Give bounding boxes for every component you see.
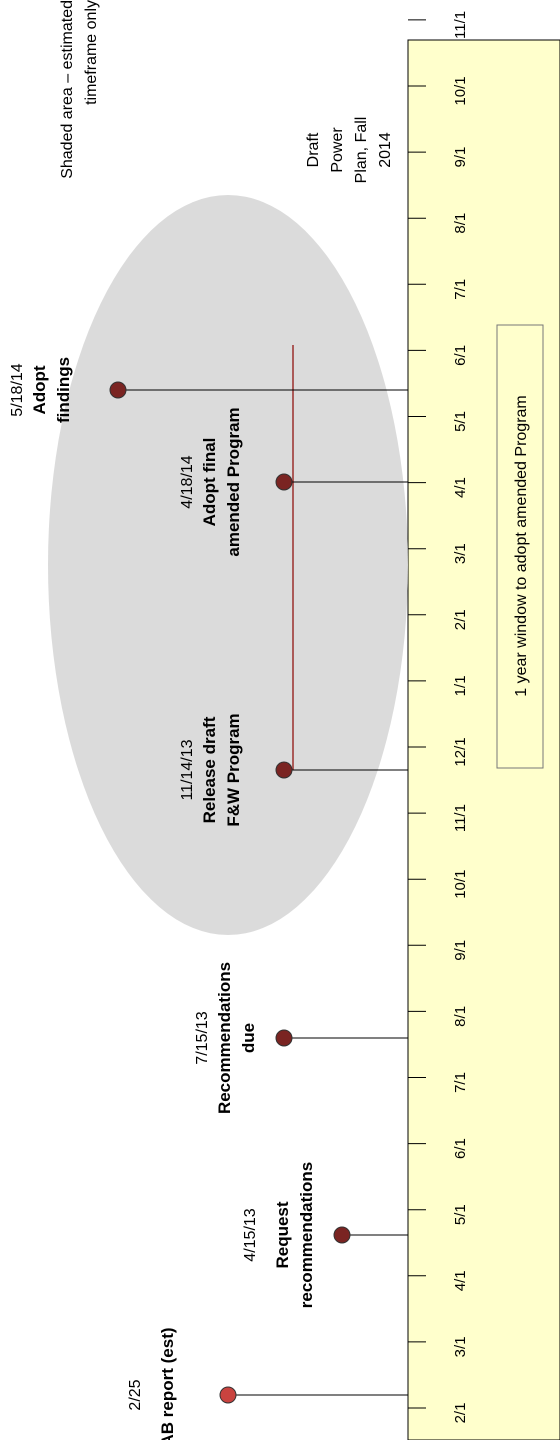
shaded-note-line-1: Shaded area – estimated	[59, 0, 76, 179]
tick-label: 10/1	[452, 76, 469, 105]
tick-label: 8/1	[452, 213, 469, 234]
milestone-marker	[275, 761, 293, 779]
milestone-label: findings	[54, 357, 73, 423]
milestone-label: Adopt	[30, 365, 49, 414]
power-plan-line-3: Plan, Fall	[353, 117, 370, 184]
tick-label: 5/1	[452, 1204, 469, 1225]
tick-label: 9/1	[452, 147, 469, 168]
milestone-date: 4/18/14	[179, 455, 196, 508]
tick-label: 9/1	[452, 940, 469, 961]
milestone-label: F&W Program	[224, 713, 243, 826]
tick-label: 11/1	[452, 11, 469, 39]
milestone-date: 11/14/13	[179, 739, 196, 800]
power-plan-line-1: Draft	[305, 132, 322, 167]
shaded-estimate-area	[48, 195, 408, 935]
shaded-note-line-2: timeframe only	[83, 0, 100, 105]
power-plan-note: Draft Power Plan, Fall 2014	[305, 117, 394, 184]
milestones: 2/25 ISAB report (est) 4/15/13 Request recom…	[9, 357, 408, 1445]
tick-label: 2/1	[452, 609, 469, 630]
tick-label: 12/1	[452, 737, 469, 766]
tick-label: 7/1	[452, 1072, 469, 1093]
shaded-note: Shaded area – estimated timeframe only	[59, 0, 100, 179]
tick-label: 5/1	[452, 411, 469, 432]
tick-label: 3/1	[452, 543, 469, 564]
milestone-label: recommendations	[297, 1162, 316, 1308]
timeline-ticks: 2/1 3/1 4/1 5/1 6/1 7/1 8/1 9/1 10/1 11/1 12/1 1/1 2…	[408, 11, 469, 1424]
milestone-marker	[333, 1226, 351, 1244]
milestone-date: 4/15/13	[242, 1208, 259, 1261]
tick-label: 10/1	[452, 870, 469, 899]
milestone-marker	[275, 473, 293, 491]
milestone-label: due	[239, 1023, 258, 1053]
milestone-label: amended Program	[224, 407, 243, 556]
milestone-marker	[275, 1029, 293, 1047]
window-box	[496, 324, 544, 769]
tick-label: 6/1	[452, 1138, 469, 1159]
tick-label: 7/1	[452, 279, 469, 300]
tick-label: 2/1	[452, 1403, 469, 1424]
tick-label: 4/1	[452, 477, 469, 498]
tick-label: 4/1	[452, 1270, 469, 1291]
tick-label: 3/1	[452, 1336, 469, 1357]
tick-label: 8/1	[452, 1006, 469, 1027]
power-plan-line-4: 2014	[377, 132, 394, 168]
tick-label: 11/1	[452, 804, 469, 832]
milestone-date: 7/15/13	[194, 1011, 211, 1064]
tick-label: 1/1	[452, 675, 469, 696]
milestone-label: Release draft	[200, 716, 219, 823]
milestone-label: Recommendations	[215, 962, 234, 1114]
milestone-label: ISAB report (est)	[158, 1327, 177, 1440]
power-plan-line-2: Power	[329, 127, 346, 173]
milestone-date: 2/25	[127, 1379, 144, 1410]
milestone-label: Request	[273, 1201, 292, 1268]
milestone-date: 5/18/14	[9, 363, 26, 416]
tick-label: 6/1	[452, 345, 469, 366]
window-label: 1 year window to adopt amended Program	[513, 395, 530, 697]
milestone-marker	[219, 1386, 237, 1404]
milestone-label: Adopt final	[200, 438, 219, 527]
milestone-marker	[109, 381, 127, 399]
